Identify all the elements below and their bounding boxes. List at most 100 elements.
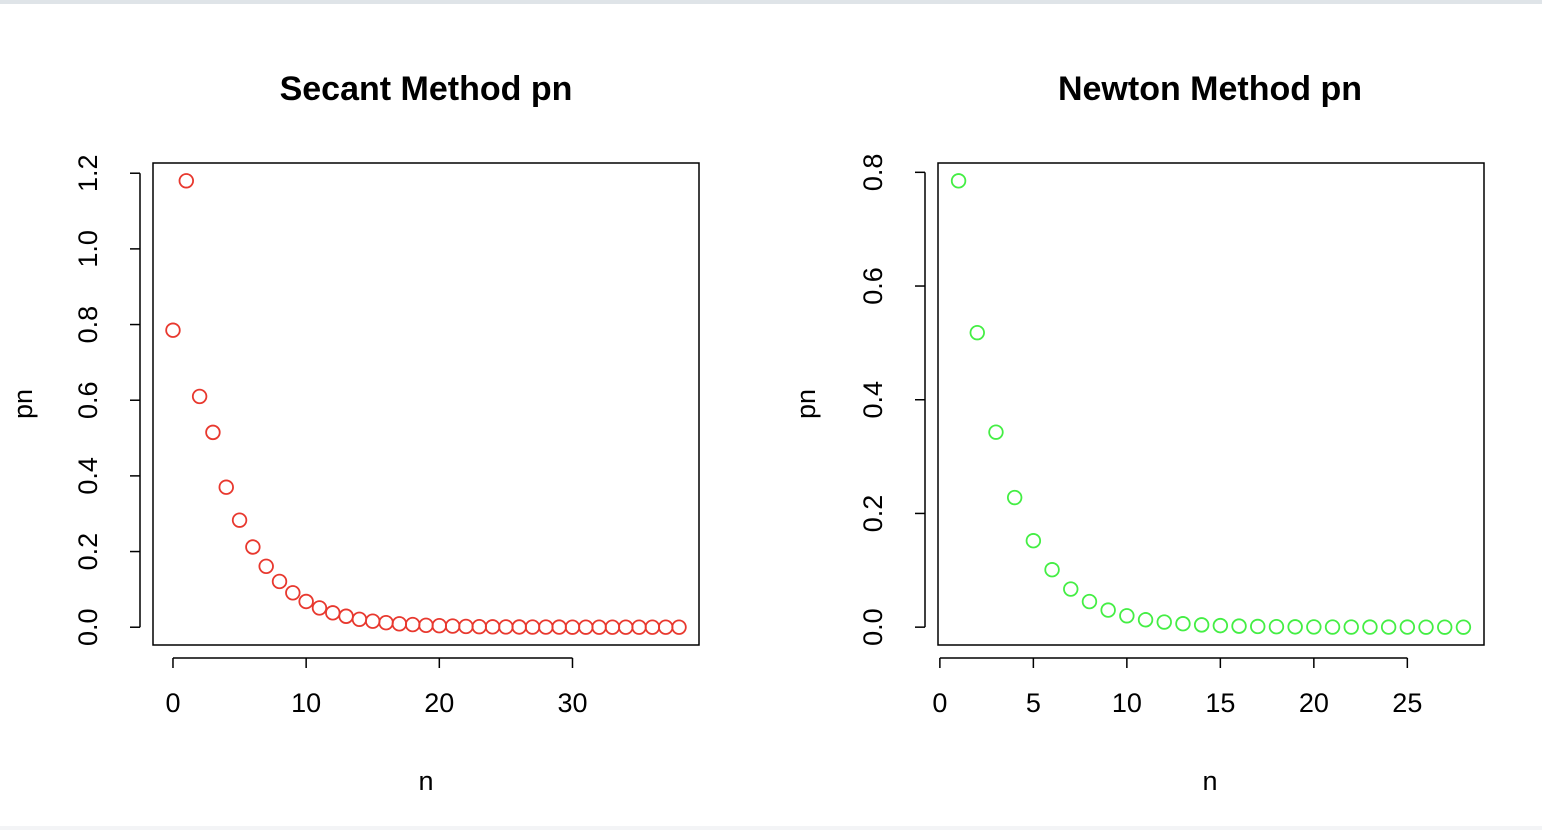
secant-y-tick-label: 0.6 <box>73 381 103 419</box>
secant-x-axis: 0 10 20 30 <box>165 657 588 718</box>
secant-data-point <box>351 611 368 627</box>
secant-x-tick-label: 30 <box>557 688 587 718</box>
secant-data-point <box>538 619 554 635</box>
newton-data-point <box>1044 562 1060 578</box>
newton-panel: Newton Method pn n pn 0 5 10 15 20 25 0.00.20… <box>791 70 1485 796</box>
secant-data-point <box>338 608 354 624</box>
newton-data-point <box>1063 581 1079 597</box>
secant-data-point <box>311 600 328 616</box>
newton-data-point <box>1437 619 1453 635</box>
secant-data-point <box>218 479 234 495</box>
secant-data-point <box>578 619 594 635</box>
newton-x-tick-label: 0 <box>932 688 947 718</box>
secant-data-point <box>205 424 221 441</box>
newton-y-axis-label: pn <box>791 389 821 419</box>
secant-data-point <box>231 512 248 528</box>
secant-data-point <box>631 619 647 635</box>
newton-data-point <box>1025 533 1042 549</box>
newton-x-axis: 0 5 10 15 20 25 <box>932 657 1422 718</box>
secant-data-point <box>591 619 607 635</box>
newton-data-point <box>1212 617 1229 634</box>
newton-data-point <box>1100 602 1116 618</box>
secant-data-point <box>498 619 514 635</box>
secant-panel: Secant Method pn n pn 0 10 20 30 0.00.20.40… <box>8 70 700 796</box>
newton-data-point <box>1268 618 1285 635</box>
newton-data-point <box>1362 619 1378 635</box>
secant-x-tick-label: 20 <box>424 688 454 718</box>
top-border <box>0 0 1542 4</box>
secant-data-point <box>511 619 527 635</box>
secant-data-point <box>564 619 581 635</box>
newton-y-axis: 0.0 0.2 0.4 0.6 0.8 <box>858 154 926 646</box>
newton-y-tick-label: 0.8 <box>858 154 888 192</box>
newton-data-point <box>1231 618 1247 634</box>
newton-chart-title: Newton Method pn <box>1058 70 1362 108</box>
secant-x-tick-label: 0 <box>165 688 180 718</box>
newton-x-axis-label: n <box>1202 766 1217 796</box>
secant-data-point <box>418 617 434 634</box>
secant-data-point <box>431 618 448 634</box>
newton-x-tick-label: 10 <box>1112 688 1142 718</box>
newton-data-point <box>1399 619 1416 635</box>
newton-data-point <box>1380 619 1397 635</box>
newton-data-point <box>1119 608 1135 624</box>
secant-y-axis: 0.0 0.2 0.4 0.6 0.8 1.0 1.2 <box>73 154 141 646</box>
secant-x-tick-label: 10 <box>291 688 321 718</box>
newton-y-tick-label: 0.0 <box>858 608 888 646</box>
secant-data-point <box>178 173 194 189</box>
newton-data-point <box>969 324 985 341</box>
secant-data-point <box>644 619 661 635</box>
secant-data-point <box>458 618 474 635</box>
secant-data-point <box>658 619 674 635</box>
secant-data-point <box>444 618 461 634</box>
secant-data-point <box>271 573 288 590</box>
newton-data-point <box>950 173 967 189</box>
newton-data-point <box>1324 619 1341 635</box>
secant-y-tick-label: 0.8 <box>73 306 103 344</box>
secant-data-point <box>618 619 634 635</box>
secant-y-axis-label: pn <box>8 389 38 419</box>
secant-y-tick-label: 1.0 <box>73 230 103 268</box>
newton-x-tick-label: 5 <box>1026 688 1041 718</box>
newton-data-point <box>1306 619 1322 635</box>
secant-y-tick-label: 0.2 <box>73 533 103 571</box>
newton-data-point <box>1175 616 1191 632</box>
newton-data-point <box>1343 619 1359 635</box>
newton-y-tick-label: 0.4 <box>858 381 888 419</box>
secant-y-tick-label: 0.4 <box>73 457 103 495</box>
secant-chart-title: Secant Method pn <box>280 70 573 108</box>
secant-y-tick-label: 1.2 <box>73 154 103 192</box>
secant-data-point <box>325 605 341 621</box>
secant-data-point <box>391 616 408 632</box>
newton-y-tick-label: 0.2 <box>858 495 888 533</box>
newton-y-tick-label: 0.6 <box>858 267 888 305</box>
secant-data-point <box>191 388 208 405</box>
secant-plot-frame <box>152 162 700 646</box>
secant-data-point <box>484 619 501 635</box>
newton-data-point <box>1418 619 1434 635</box>
newton-data-point <box>1006 489 1023 506</box>
secant-data-point <box>245 539 261 555</box>
newton-x-tick-label: 20 <box>1299 688 1329 718</box>
newton-data-point <box>1193 617 1210 633</box>
newton-x-tick-label: 25 <box>1392 688 1422 718</box>
newton-points <box>950 173 1472 635</box>
secant-data-point <box>404 616 421 633</box>
secant-y-tick-label: 0.0 <box>73 608 103 646</box>
secant-data-point <box>365 613 381 629</box>
newton-data-point <box>988 424 1004 440</box>
newton-data-point <box>1137 612 1154 628</box>
newton-data-point <box>1455 619 1472 635</box>
newton-data-point <box>1287 619 1303 635</box>
secant-data-point <box>378 614 394 631</box>
secant-data-point <box>285 585 301 601</box>
newton-data-point <box>1250 618 1266 635</box>
newton-data-point <box>1081 593 1098 610</box>
newton-x-tick-label: 15 <box>1205 688 1235 718</box>
secant-x-axis-label: n <box>418 766 433 796</box>
bottom-border <box>0 826 1542 830</box>
secant-data-point <box>298 593 314 610</box>
secant-data-point <box>551 619 567 635</box>
secant-data-point <box>258 558 274 575</box>
